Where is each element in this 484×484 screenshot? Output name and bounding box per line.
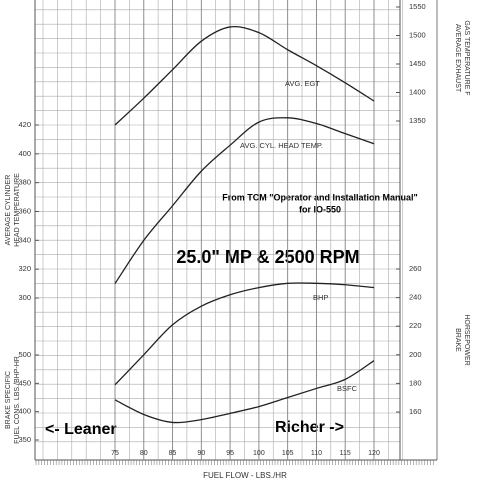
axis-title: AVERAGE CYLINDER	[5, 175, 12, 246]
annotation: From TCM "Operator and Installation Manu…	[222, 192, 418, 202]
y-tick-label: 1500	[409, 30, 426, 39]
axis-title: GAS TEMPERATURE F	[463, 20, 470, 95]
y-tick-label: 1450	[409, 59, 426, 68]
x-tick-label: 115	[340, 450, 351, 457]
x-tick-label: 100	[253, 450, 265, 457]
series-label: AVG. CYL. HEAD TEMP.	[240, 141, 323, 150]
x-tick-label: 80	[140, 450, 148, 457]
y-tick-label: 1350	[409, 116, 426, 125]
y-tick-label: 400	[18, 407, 31, 416]
y-tick-label: 1400	[409, 87, 426, 96]
y-tick-label: 240	[409, 293, 422, 302]
x-tick-label: 105	[282, 450, 294, 457]
x-axis-title: FUEL FLOW - LBS./HR	[203, 471, 287, 480]
y-tick-label: 1550	[409, 2, 426, 11]
y-tick-label: 350	[18, 435, 31, 444]
axis-title: HORSEPOWER	[463, 314, 470, 365]
axis-title: BRAKE	[454, 328, 461, 352]
leaner-note: <- Leaner	[45, 421, 117, 438]
y-tick-label: 400	[18, 149, 31, 158]
y-tick-label: 420	[18, 120, 31, 129]
axis-title: BRAKE SPECIFIC	[5, 371, 12, 429]
x-tick-label: 120	[368, 450, 380, 457]
y-tick-label: 380	[18, 178, 31, 187]
annotation: for IO-550	[299, 204, 341, 214]
y-tick-label: 180	[409, 378, 422, 387]
y-tick-label: 320	[18, 264, 31, 273]
series-line	[114, 25, 375, 126]
series-line	[114, 360, 375, 424]
y-tick-label: 300	[18, 293, 31, 302]
series-line	[114, 117, 375, 284]
axis-title: FUEL CONS. LBS./BHP-HR	[14, 356, 21, 444]
y-tick-label: 260	[409, 264, 422, 273]
axis-title: HEAD TEMPERATURE	[14, 173, 21, 247]
x-tick-label: 75	[111, 450, 119, 457]
y-tick-label: 340	[18, 235, 31, 244]
y-tick-label: 200	[409, 350, 422, 359]
x-tick-label: 95	[226, 450, 234, 457]
x-tick-label: 85	[169, 450, 177, 457]
y-tick-label: 220	[409, 321, 422, 330]
series-line	[114, 282, 375, 386]
condition: 25.0" MP & 2500 RPM	[176, 247, 359, 267]
series-label: BSFC	[337, 384, 358, 393]
series-label: AVG. EGT	[285, 79, 320, 88]
x-tick-label: 90	[197, 450, 205, 457]
y-tick-label: 160	[409, 407, 422, 416]
axis-title: AVERAGE EXHAUST	[454, 24, 461, 93]
y-tick-label: 360	[18, 206, 31, 215]
y-tick-label: 500	[18, 350, 31, 359]
richer-note: Richer ->	[275, 419, 344, 436]
series-label: BHP	[313, 293, 328, 302]
y-tick-label: 450	[18, 378, 31, 387]
x-tick-label: 110	[311, 450, 322, 457]
